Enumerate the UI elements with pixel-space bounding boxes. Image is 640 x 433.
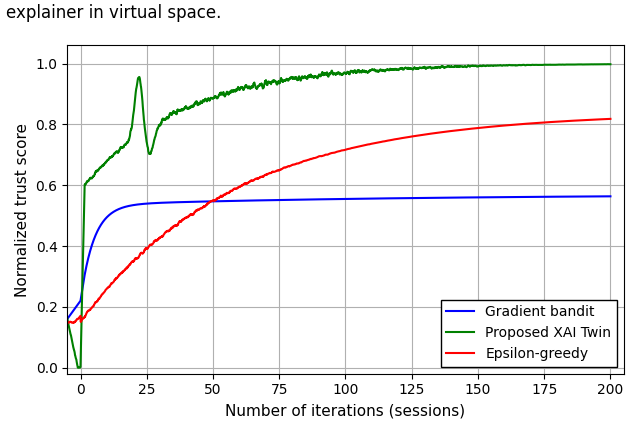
Proposed XAI Twin xyxy=(607,61,614,67)
X-axis label: Number of iterations (sessions): Number of iterations (sessions) xyxy=(225,403,465,418)
Proposed XAI Twin xyxy=(158,120,166,125)
Gradient bandit xyxy=(538,194,545,200)
Epsilon-greedy xyxy=(158,234,166,239)
Gradient bandit xyxy=(63,317,71,322)
Legend: Gradient bandit, Proposed XAI Twin, Epsilon-greedy: Gradient bandit, Proposed XAI Twin, Epsi… xyxy=(441,300,617,367)
Gradient bandit xyxy=(272,197,280,203)
Epsilon-greedy xyxy=(63,320,71,325)
Epsilon-greedy xyxy=(607,116,614,122)
Line: Proposed XAI Twin: Proposed XAI Twin xyxy=(67,64,611,368)
Proposed XAI Twin xyxy=(604,61,612,67)
Proposed XAI Twin xyxy=(74,365,82,370)
Gradient bandit xyxy=(295,197,303,202)
Epsilon-greedy xyxy=(538,120,545,125)
Line: Epsilon-greedy: Epsilon-greedy xyxy=(67,119,611,323)
Epsilon-greedy xyxy=(596,117,604,122)
Line: Gradient bandit: Gradient bandit xyxy=(67,196,611,319)
Proposed XAI Twin xyxy=(125,136,133,141)
Epsilon-greedy xyxy=(125,262,133,268)
Gradient bandit xyxy=(157,200,165,205)
Proposed XAI Twin xyxy=(272,79,280,84)
Gradient bandit xyxy=(125,203,133,208)
Gradient bandit xyxy=(596,194,604,199)
Proposed XAI Twin xyxy=(63,316,71,321)
Gradient bandit xyxy=(607,194,614,199)
Y-axis label: Normalized trust score: Normalized trust score xyxy=(15,123,30,297)
Proposed XAI Twin xyxy=(538,62,545,68)
Proposed XAI Twin xyxy=(596,61,604,67)
Proposed XAI Twin xyxy=(296,75,303,80)
Epsilon-greedy xyxy=(272,169,280,174)
Epsilon-greedy xyxy=(296,160,303,165)
Text: explainer in virtual space.: explainer in virtual space. xyxy=(6,4,222,23)
Epsilon-greedy xyxy=(70,320,77,326)
